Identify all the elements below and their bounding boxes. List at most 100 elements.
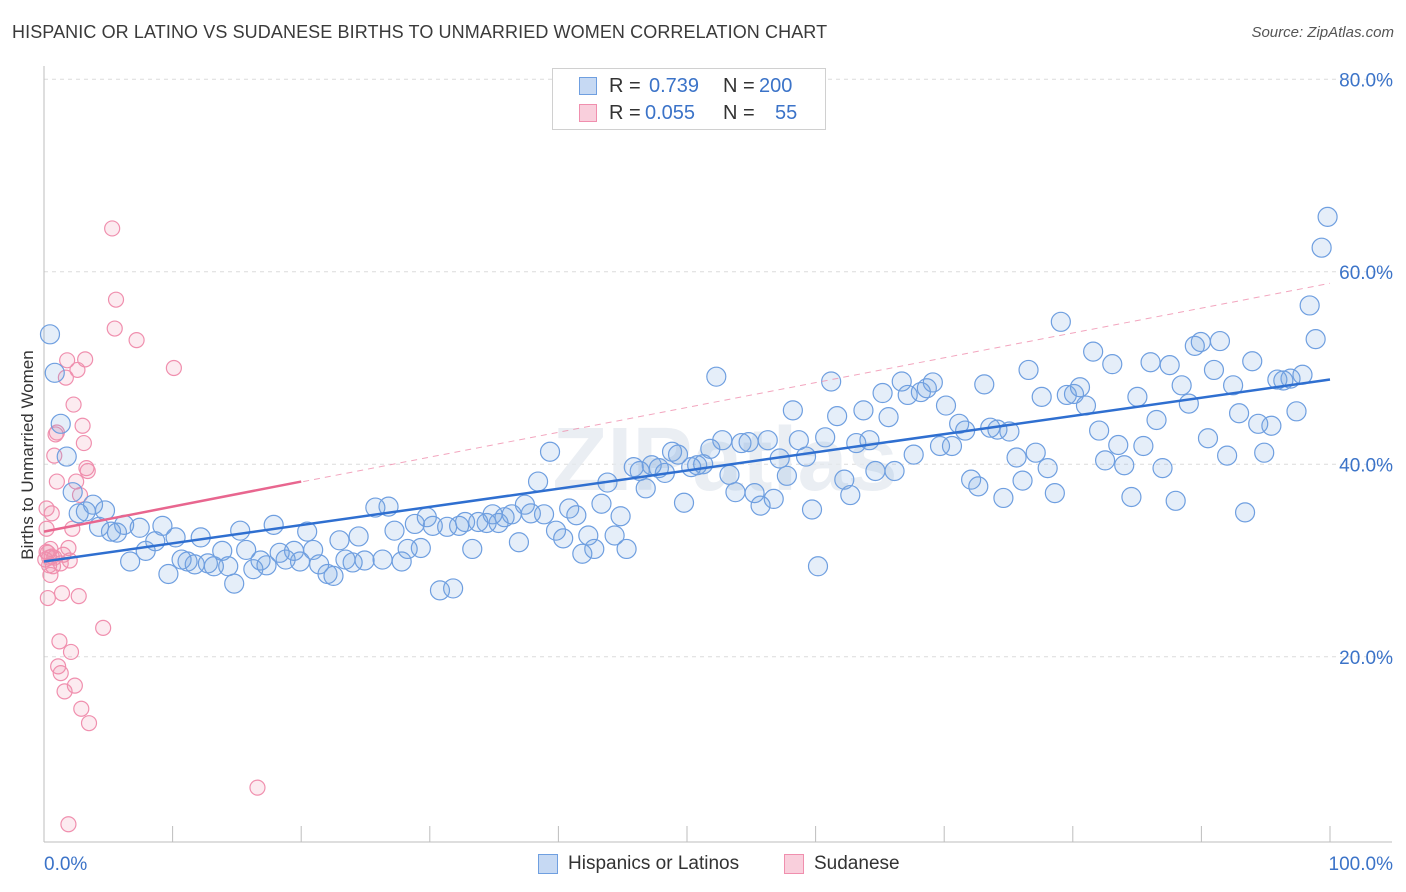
hispanic-point bbox=[1037, 458, 1058, 479]
hispanic-point bbox=[1254, 442, 1275, 463]
x-tick-label: 100.0% bbox=[1329, 854, 1394, 875]
r-label: R = bbox=[609, 75, 641, 97]
sudanese-point bbox=[128, 331, 145, 349]
hispanic-point bbox=[263, 514, 284, 535]
hispanic-point bbox=[712, 430, 733, 451]
sudanese-point bbox=[59, 352, 76, 369]
hispanic-point bbox=[100, 521, 122, 542]
hispanic-point bbox=[1094, 450, 1116, 471]
sudanese-point bbox=[75, 434, 92, 452]
legend-row-sudanese: R = 0.055 N = 55 bbox=[553, 100, 825, 128]
n-value: 200 bbox=[759, 75, 793, 97]
hispanic-point bbox=[384, 520, 405, 541]
hispanic-point bbox=[1178, 393, 1199, 414]
hispanic-point bbox=[1223, 375, 1244, 396]
hispanic-point bbox=[236, 539, 257, 561]
hispanic-point bbox=[203, 556, 224, 577]
gridlines bbox=[44, 78, 1392, 658]
hispanic-point bbox=[623, 457, 644, 478]
hispanic-point bbox=[974, 374, 995, 395]
hispanic-point bbox=[1217, 445, 1238, 466]
hispanic-point bbox=[968, 476, 989, 497]
hispanic-point bbox=[212, 540, 233, 561]
hispanic-point bbox=[539, 441, 561, 462]
r-value: 0.055 bbox=[645, 102, 696, 124]
hispanic-point bbox=[834, 469, 855, 490]
hispanic-swatch bbox=[579, 77, 597, 95]
sudanese-trend-line bbox=[43, 480, 302, 533]
sudanese-point bbox=[62, 643, 80, 661]
sudanese-point bbox=[57, 369, 74, 386]
hispanic-point bbox=[429, 580, 451, 601]
hispanic-point bbox=[1121, 486, 1142, 508]
hispanic-point bbox=[635, 478, 656, 499]
sudanese-point bbox=[106, 320, 123, 337]
n-value: 55 bbox=[775, 102, 798, 124]
hispanic-point bbox=[224, 573, 245, 594]
sudanese-point bbox=[95, 619, 112, 636]
hispanic-point bbox=[1025, 442, 1046, 463]
hispanic-point bbox=[354, 550, 375, 571]
sudanese-point bbox=[38, 520, 55, 537]
hispanic-point bbox=[1165, 490, 1186, 511]
y-axis-label: Births to Unmarried Women bbox=[18, 350, 37, 560]
hispanic-point bbox=[1102, 354, 1123, 375]
hispanic-point bbox=[706, 366, 727, 387]
hispanic-point bbox=[449, 515, 470, 536]
sudanese-point bbox=[249, 779, 266, 796]
hispanic-point bbox=[667, 444, 689, 465]
hispanic-point bbox=[750, 495, 771, 516]
hispanic-point bbox=[865, 460, 886, 482]
hispanic-point bbox=[725, 482, 746, 503]
hispanic-point bbox=[1114, 455, 1135, 476]
sudanese-point bbox=[60, 539, 77, 557]
hispanic-point bbox=[404, 513, 425, 535]
hispanic-point bbox=[782, 400, 803, 421]
hispanic-point bbox=[673, 492, 695, 513]
sudanese-point bbox=[70, 588, 87, 605]
sudanese-point bbox=[66, 677, 83, 694]
sudanese-point bbox=[65, 396, 82, 413]
hispanic-point bbox=[1056, 384, 1077, 406]
hispanic-point bbox=[230, 520, 251, 541]
hispanic-point bbox=[827, 406, 848, 427]
hispanic-point bbox=[1012, 470, 1033, 491]
hispanic-point bbox=[443, 578, 464, 599]
correlation-legend: R = 0.739 N = 200 R = 0.055 N = 55 bbox=[552, 68, 826, 130]
hispanic-point bbox=[872, 382, 893, 404]
hispanic-point bbox=[591, 493, 612, 514]
series-legend: Hispanics or Latinos Sudanese bbox=[0, 852, 1406, 878]
n-label: N = bbox=[723, 75, 755, 97]
hispanic-point bbox=[106, 522, 128, 543]
r-label: R = bbox=[609, 102, 641, 124]
hispanic-point bbox=[1203, 359, 1225, 381]
sudanese-point bbox=[80, 715, 98, 732]
hispanic-point bbox=[158, 563, 179, 585]
hispanic-point bbox=[821, 371, 842, 392]
hispanic-point bbox=[604, 525, 625, 546]
hispanic-point bbox=[1018, 359, 1039, 381]
hispanic-point bbox=[129, 517, 150, 538]
hispanic-point bbox=[545, 520, 567, 541]
sudanese-point bbox=[61, 552, 78, 569]
hispanic-point bbox=[1089, 420, 1110, 441]
hispanic-point bbox=[1171, 375, 1192, 396]
hispanic-point bbox=[1311, 237, 1332, 258]
source-credit: Source: ZipAtlas.com bbox=[1251, 24, 1394, 41]
hispanic-point bbox=[1152, 458, 1173, 479]
hispanic-trend-line bbox=[43, 378, 1331, 563]
x-tick-labels: 0.0% 100.0% bbox=[44, 854, 1393, 875]
sudanese-point bbox=[43, 505, 60, 522]
sudanese-swatch bbox=[784, 854, 804, 874]
hispanic-point bbox=[815, 427, 836, 448]
sudanese-point bbox=[104, 220, 121, 237]
hispanic-point bbox=[1317, 206, 1338, 227]
hispanic-point bbox=[1083, 341, 1104, 362]
hispanic-point bbox=[993, 487, 1014, 509]
hispanic-points bbox=[39, 206, 1338, 601]
hispanic-point bbox=[329, 530, 350, 551]
hispanic-point bbox=[1261, 415, 1282, 436]
hispanic-point bbox=[533, 504, 555, 525]
hispanic-point bbox=[584, 538, 605, 560]
